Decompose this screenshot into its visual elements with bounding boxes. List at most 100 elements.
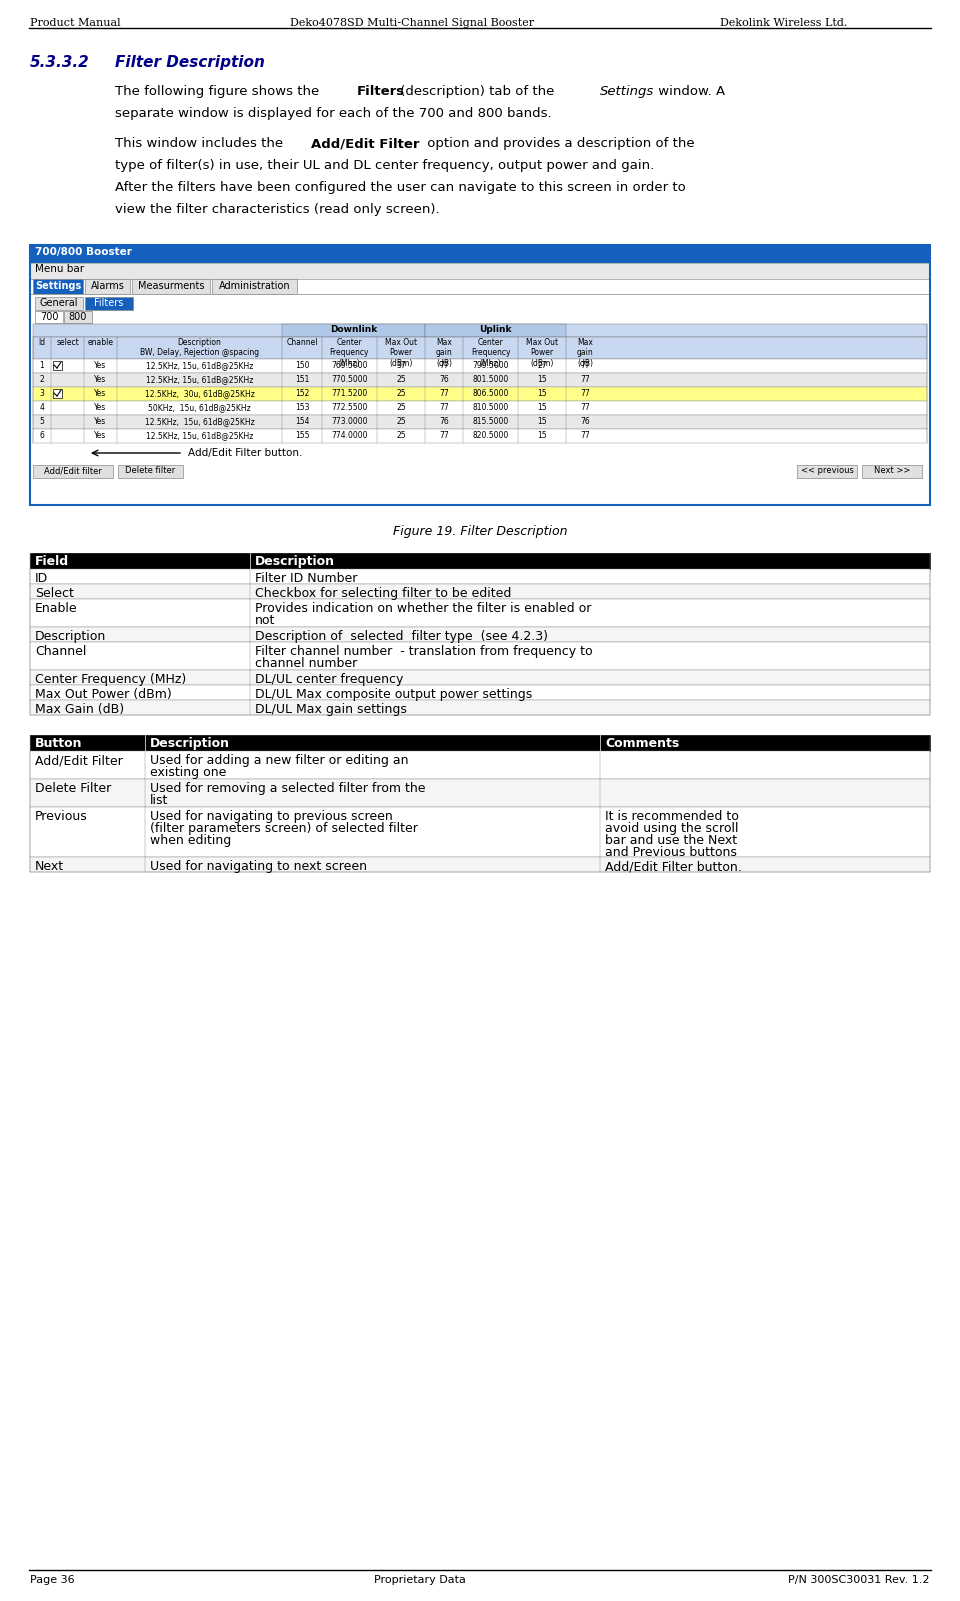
Bar xyxy=(30,295,930,504)
Text: Filter channel number  - translation from frequency to: Filter channel number - translation from… xyxy=(255,645,592,658)
Text: Deko4078SD Multi-Channel Signal Booster: Deko4078SD Multi-Channel Signal Booster xyxy=(290,18,534,27)
Text: 15: 15 xyxy=(538,403,547,411)
Text: DL/UL Max gain settings: DL/UL Max gain settings xyxy=(255,703,407,716)
Text: Delete filter: Delete filter xyxy=(125,466,175,475)
Text: Max Gain (dB): Max Gain (dB) xyxy=(35,703,124,716)
Text: Description: Description xyxy=(150,736,230,749)
Text: Previous: Previous xyxy=(35,810,87,823)
Text: Button: Button xyxy=(35,736,83,749)
Text: DL/UL center frequency: DL/UL center frequency xyxy=(255,672,403,685)
Text: Field: Field xyxy=(35,556,69,568)
Bar xyxy=(30,751,930,780)
Text: 5.3.3.2: 5.3.3.2 xyxy=(30,54,89,70)
Text: Provides indication on whether the filter is enabled or: Provides indication on whether the filte… xyxy=(255,602,591,615)
Text: 152: 152 xyxy=(295,389,309,399)
Text: 25: 25 xyxy=(396,389,406,399)
Text: avoid using the scroll: avoid using the scroll xyxy=(605,821,738,836)
Text: Filters: Filters xyxy=(94,298,124,307)
Text: Center
Frequency
(Mhz): Center Frequency (Mhz) xyxy=(470,338,511,368)
Text: 155: 155 xyxy=(295,431,309,440)
Bar xyxy=(30,807,930,857)
Text: Max
gain
(dB): Max gain (dB) xyxy=(436,338,452,368)
Text: (filter parameters screen) of selected filter: (filter parameters screen) of selected f… xyxy=(150,821,418,836)
Bar xyxy=(85,279,130,295)
Text: 76: 76 xyxy=(439,416,449,426)
Text: 12.5KHz, 15u, 61dB@25KHz: 12.5KHz, 15u, 61dB@25KHz xyxy=(146,360,253,370)
Text: option and provides a description of the: option and provides a description of the xyxy=(423,138,695,150)
Text: 801.5000: 801.5000 xyxy=(472,375,509,384)
Bar xyxy=(30,263,930,279)
Text: 151: 151 xyxy=(295,375,309,384)
Text: Delete Filter: Delete Filter xyxy=(35,781,111,796)
Text: Proprietary Data: Proprietary Data xyxy=(374,1575,466,1585)
Text: 15: 15 xyxy=(538,375,547,384)
Text: 773.0000: 773.0000 xyxy=(331,416,368,426)
Text: 37: 37 xyxy=(396,360,406,370)
Text: 25: 25 xyxy=(396,431,406,440)
Text: 806.5000: 806.5000 xyxy=(472,389,509,399)
Text: Used for adding a new filter or editing an: Used for adding a new filter or editing … xyxy=(150,754,409,767)
Text: Select: Select xyxy=(35,588,74,600)
Bar xyxy=(33,429,927,443)
Text: existing one: existing one xyxy=(150,765,227,780)
Text: Add/Edit filter: Add/Edit filter xyxy=(44,466,102,475)
Text: Description
BW, Delay, Rejection @spacing: Description BW, Delay, Rejection @spacin… xyxy=(140,338,259,357)
Text: Channel: Channel xyxy=(286,338,318,347)
Text: Add/Edit Filter: Add/Edit Filter xyxy=(35,754,123,767)
Bar xyxy=(33,400,927,415)
Text: << previous: << previous xyxy=(801,466,853,475)
Bar xyxy=(33,279,83,295)
Bar xyxy=(282,323,425,336)
Text: General: General xyxy=(39,298,79,307)
Text: 4: 4 xyxy=(39,403,44,411)
Text: 77: 77 xyxy=(580,375,589,384)
Bar xyxy=(33,464,113,479)
Text: After the filters have been configured the user can navigate to this screen in o: After the filters have been configured t… xyxy=(115,181,685,194)
Text: Comments: Comments xyxy=(605,736,680,749)
Text: 27: 27 xyxy=(538,360,547,370)
Text: 77: 77 xyxy=(580,389,589,399)
Text: channel number: channel number xyxy=(255,656,357,669)
Bar xyxy=(30,245,930,504)
Bar xyxy=(33,359,927,373)
Text: 77: 77 xyxy=(580,403,589,411)
Text: 15: 15 xyxy=(538,416,547,426)
Text: Used for removing a selected filter from the: Used for removing a selected filter from… xyxy=(150,781,425,796)
Bar xyxy=(33,373,927,387)
Text: 820.5000: 820.5000 xyxy=(472,431,509,440)
Text: Product Manual: Product Manual xyxy=(30,18,121,27)
Text: Add/Edit Filter button.: Add/Edit Filter button. xyxy=(605,860,742,873)
Text: Add/Edit Filter button.: Add/Edit Filter button. xyxy=(188,448,302,458)
Text: 77: 77 xyxy=(439,389,449,399)
Bar xyxy=(30,685,930,700)
Bar xyxy=(53,360,62,370)
Text: not: not xyxy=(255,615,276,628)
Text: Description: Description xyxy=(255,556,335,568)
Text: Filters: Filters xyxy=(357,85,405,98)
Text: Uplink: Uplink xyxy=(479,325,512,335)
Text: 800: 800 xyxy=(69,312,87,322)
Text: Used for navigating to previous screen: Used for navigating to previous screen xyxy=(150,810,393,823)
Text: 77: 77 xyxy=(439,403,449,411)
Text: Yes: Yes xyxy=(94,360,107,370)
Text: 154: 154 xyxy=(295,416,309,426)
Text: 2: 2 xyxy=(39,375,44,384)
Bar xyxy=(33,415,927,429)
Bar xyxy=(30,857,930,873)
Text: Menu bar: Menu bar xyxy=(35,264,84,274)
Bar xyxy=(33,387,927,400)
Text: 150: 150 xyxy=(295,360,309,370)
Text: select: select xyxy=(56,338,79,347)
Text: 25: 25 xyxy=(396,416,406,426)
Bar xyxy=(30,584,930,599)
Bar xyxy=(30,599,930,628)
Text: ID: ID xyxy=(35,572,48,584)
Text: Enable: Enable xyxy=(35,602,78,615)
Text: 12.5KHz,  30u, 61dB@25KHz: 12.5KHz, 30u, 61dB@25KHz xyxy=(145,389,254,399)
Text: 774.0000: 774.0000 xyxy=(331,431,368,440)
Bar xyxy=(118,464,183,479)
Text: Id: Id xyxy=(38,338,45,347)
Text: 77: 77 xyxy=(439,360,449,370)
Text: 77: 77 xyxy=(580,360,589,370)
Text: 76: 76 xyxy=(580,416,589,426)
